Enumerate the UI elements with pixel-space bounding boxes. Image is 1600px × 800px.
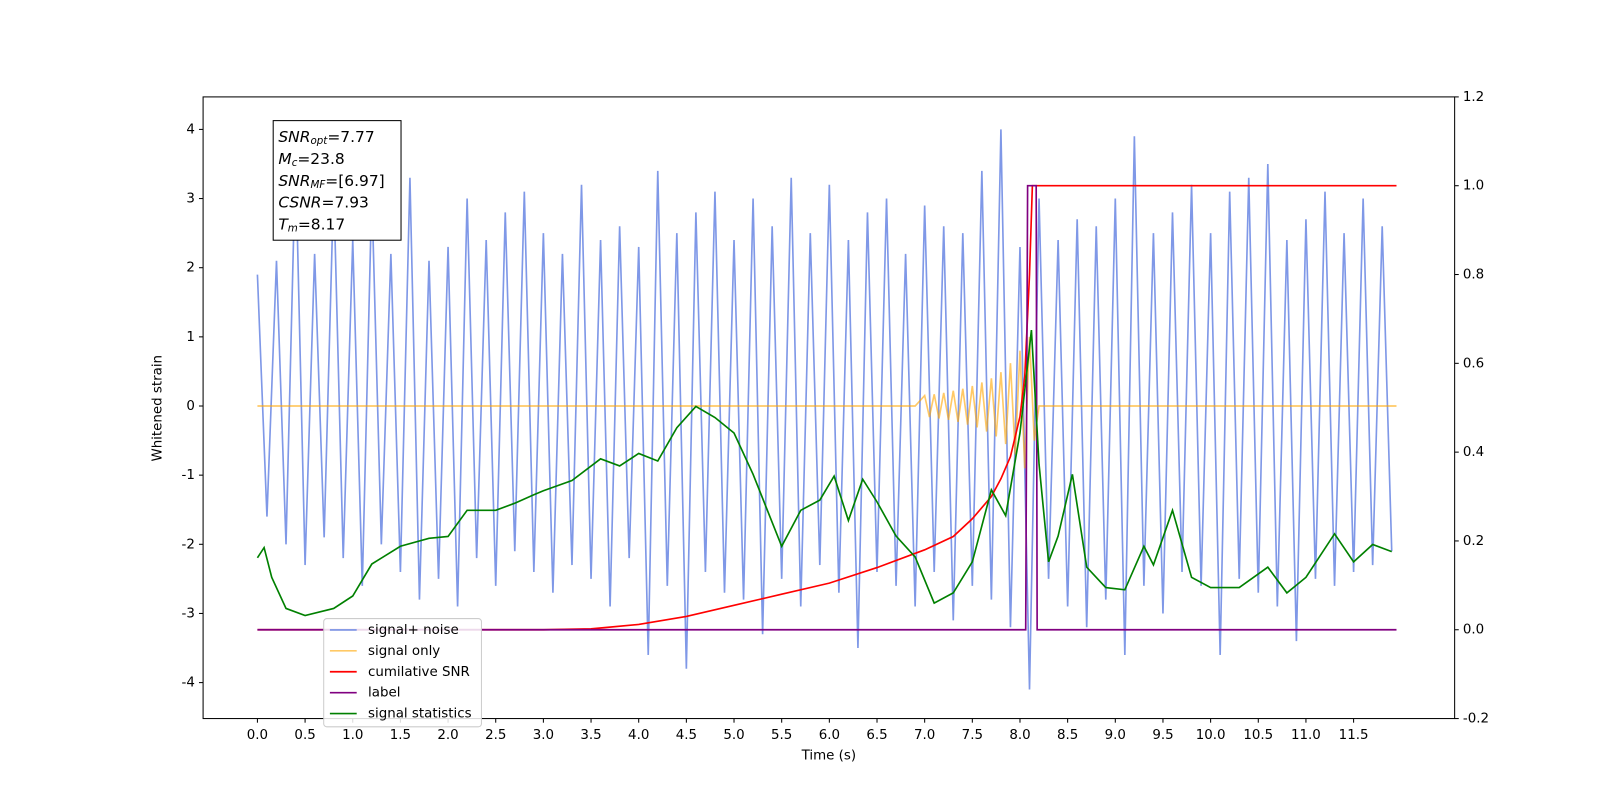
y2-tick-label: 0.0 <box>1463 623 1484 638</box>
annotation: Tm=8.17 <box>278 215 345 235</box>
legend-label: signal statistics <box>368 707 472 722</box>
x-tick-label: 9.0 <box>1105 728 1126 743</box>
y-tick-label: -4 <box>181 676 194 691</box>
y2-tick-label: 0.6 <box>1463 356 1484 371</box>
series-line <box>257 184 1397 631</box>
annotation-symbol: M <box>278 149 291 167</box>
x-tick-label: 4.5 <box>676 728 697 743</box>
x-tick-label: 10.0 <box>1196 728 1226 743</box>
annotation-box <box>272 120 402 241</box>
x-tick-label: 0.5 <box>294 728 315 743</box>
y-axis-label: Whitened strain <box>151 355 166 462</box>
annotation-subscript: MF <box>310 179 326 191</box>
y-tick-label: -3 <box>181 606 194 621</box>
annotation-text: =[6.97] <box>325 171 384 189</box>
series-line <box>257 184 1397 631</box>
x-tick-label: 6.5 <box>866 728 887 743</box>
x-tick-label: 2.5 <box>485 728 506 743</box>
x-tick-label: 5.5 <box>771 728 792 743</box>
x-tick-label: 6.0 <box>819 728 840 743</box>
annotation: Mc=23.8 <box>278 149 344 169</box>
annotation: CSNR=7.93 <box>278 193 369 211</box>
x-tick-label: 11.0 <box>1291 728 1321 743</box>
x-tick-label: 8.5 <box>1057 728 1078 743</box>
x-tick-label: 4.0 <box>628 728 649 743</box>
y-tick-label: 4 <box>186 122 195 137</box>
y2-tick-label: 1.0 <box>1463 179 1484 194</box>
x-tick-label: 2.0 <box>437 728 458 743</box>
x-tick-label: 1.5 <box>390 728 411 743</box>
x-tick-label: 3.5 <box>580 728 601 743</box>
annotation-text: =23.8 <box>297 149 344 167</box>
legend-label: label <box>368 686 400 701</box>
annotation-text: =8.17 <box>298 215 345 233</box>
x-tick-label: 3.0 <box>533 728 554 743</box>
annotation-symbol: SNR <box>278 171 310 189</box>
y2-tick-label: 0.8 <box>1463 268 1484 283</box>
x-tick-label: 7.0 <box>914 728 935 743</box>
x-tick-label: 9.5 <box>1152 728 1173 743</box>
legend-label: signal only <box>368 644 440 659</box>
annotation-symbol: CSNR <box>278 193 321 211</box>
x-tick-label: 7.5 <box>962 728 983 743</box>
annotation-text: =7.77 <box>327 128 374 146</box>
series-line <box>256 129 1393 690</box>
legend-label: signal+ noise <box>368 623 459 638</box>
y2-tick-label: 0.4 <box>1463 445 1484 460</box>
x-axis-label: Time (s) <box>801 749 856 764</box>
y-tick-label: 1 <box>186 330 195 345</box>
legend-label: cumilative SNR <box>368 665 470 680</box>
y-tick-label: -1 <box>181 468 194 483</box>
annotation-subscript: c <box>292 157 298 169</box>
annotation-subscript: opt <box>310 135 328 147</box>
annotation-text: =7.93 <box>322 193 369 211</box>
x-tick-label: 0.0 <box>247 728 268 743</box>
y-tick-label: 0 <box>186 399 195 414</box>
y-tick-label: 3 <box>186 192 195 207</box>
y2-tick-label: 0.2 <box>1463 534 1484 549</box>
y-tick-label: -2 <box>181 537 194 552</box>
x-tick-label: 8.0 <box>1009 728 1030 743</box>
series-line <box>256 329 1393 617</box>
annotation-subscript: m <box>288 223 298 235</box>
annotation: SNRMF=[6.97] <box>278 171 384 191</box>
annotation-symbol: SNR <box>278 128 310 146</box>
annotation-symbol: T <box>278 215 289 233</box>
y2-tick-label: 1.2 <box>1463 90 1484 105</box>
x-tick-label: 10.5 <box>1243 728 1273 743</box>
x-tick-label: 1.0 <box>342 728 363 743</box>
x-tick-label: 11.5 <box>1339 728 1369 743</box>
y2-tick-label: -0.2 <box>1463 712 1489 727</box>
y-tick-label: 2 <box>186 261 195 276</box>
x-tick-label: 5.0 <box>723 728 744 743</box>
legend-box <box>323 618 482 728</box>
annotation: SNRopt=7.77 <box>278 128 374 148</box>
